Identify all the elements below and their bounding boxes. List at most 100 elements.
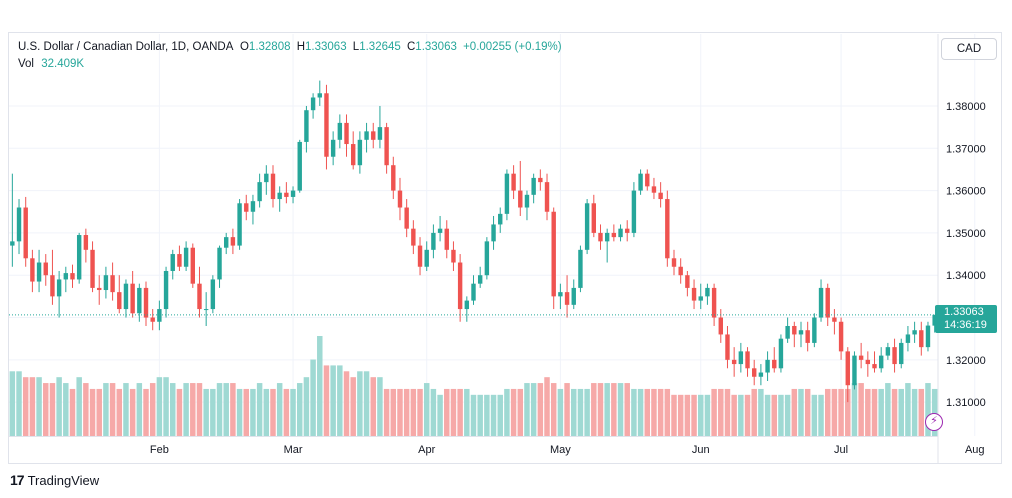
candle-body[interactable] <box>544 182 550 212</box>
candle-body[interactable] <box>76 235 82 280</box>
tradingview-logo[interactable]: 17 TradingView <box>10 472 99 488</box>
candle-body[interactable] <box>357 139 363 166</box>
candle-body[interactable] <box>457 262 463 310</box>
candle-body[interactable] <box>651 186 657 193</box>
candle-body[interactable] <box>257 182 262 202</box>
candle-body[interactable] <box>511 173 516 191</box>
candle-body[interactable] <box>778 338 784 369</box>
candle-body[interactable] <box>437 228 443 233</box>
candle-body[interactable] <box>384 127 389 166</box>
candle-body[interactable] <box>97 287 102 291</box>
candle-body[interactable] <box>237 203 242 246</box>
candle-body[interactable] <box>170 254 175 271</box>
candle-body[interactable] <box>758 372 764 377</box>
candle-body[interactable] <box>705 287 710 297</box>
candle-body[interactable] <box>224 237 229 248</box>
candle-body[interactable] <box>745 351 750 369</box>
candle-body[interactable] <box>150 317 155 322</box>
candle-body[interactable] <box>524 194 530 208</box>
candle-body[interactable] <box>371 131 376 140</box>
candle-body[interactable] <box>772 359 777 369</box>
candle-body[interactable] <box>117 292 122 310</box>
candle-body[interactable] <box>197 283 202 310</box>
candle-body[interactable] <box>90 249 95 288</box>
candle-body[interactable] <box>464 300 470 310</box>
candle-body[interactable] <box>70 273 75 280</box>
candle-body[interactable] <box>638 173 643 191</box>
candle-body[interactable] <box>685 275 690 288</box>
candle-body[interactable] <box>812 317 817 343</box>
candle-body[interactable] <box>183 247 189 267</box>
candle-body[interactable] <box>431 232 436 250</box>
candle-body[interactable] <box>899 342 904 365</box>
candle-body[interactable] <box>531 177 536 195</box>
candle-body[interactable] <box>50 275 55 297</box>
candle-body[interactable] <box>217 247 222 280</box>
candle-body[interactable] <box>444 228 449 250</box>
candle-body[interactable] <box>805 330 810 343</box>
candle-body[interactable] <box>284 192 289 197</box>
candle-body[interactable] <box>825 287 830 318</box>
candle-body[interactable] <box>738 351 744 365</box>
candle-body[interactable] <box>498 213 503 225</box>
replay-icon[interactable]: ⚡ <box>925 413 943 431</box>
candle-body[interactable] <box>538 177 543 183</box>
candle-body[interactable] <box>143 287 149 318</box>
candle-body[interactable] <box>838 321 844 352</box>
candle-body[interactable] <box>56 279 62 297</box>
currency-button[interactable]: CAD <box>941 38 997 60</box>
candle-body[interactable] <box>865 359 871 365</box>
candle-body[interactable] <box>678 266 683 276</box>
candle-body[interactable] <box>885 347 891 356</box>
candle-body[interactable] <box>645 173 650 187</box>
candle-body[interactable] <box>578 249 583 288</box>
candle-body[interactable] <box>818 287 824 318</box>
candle-body[interactable] <box>63 273 69 280</box>
candle-body[interactable] <box>792 325 797 335</box>
candle-body[interactable] <box>404 207 409 229</box>
candle-body[interactable] <box>912 330 917 335</box>
candle-body[interactable] <box>130 283 135 314</box>
candle-body[interactable] <box>103 275 109 291</box>
candle-body[interactable] <box>391 165 396 191</box>
candle-body[interactable] <box>377 127 383 140</box>
candle-body[interactable] <box>518 190 523 208</box>
candle-body[interactable] <box>137 287 142 314</box>
candle-body[interactable] <box>157 309 162 322</box>
candle-body[interactable] <box>491 224 496 242</box>
candle-body[interactable] <box>765 359 770 373</box>
volume-label[interactable]: Vol <box>18 58 34 70</box>
candle-body[interactable] <box>290 190 296 197</box>
candle-body[interactable] <box>618 228 623 238</box>
candle-body[interactable] <box>658 192 663 200</box>
candle-body[interactable] <box>551 211 556 297</box>
candle-body[interactable] <box>244 203 249 212</box>
candle-body[interactable] <box>832 317 837 322</box>
candle-body[interactable] <box>925 325 931 348</box>
candle-body[interactable] <box>190 247 196 284</box>
candle-body[interactable] <box>123 283 129 310</box>
candle-body[interactable] <box>110 275 115 293</box>
candle-body[interactable] <box>364 131 369 140</box>
candle-body[interactable] <box>698 296 703 301</box>
candle-body[interactable] <box>264 173 269 183</box>
candle-body[interactable] <box>671 258 677 267</box>
candle-body[interactable] <box>471 283 476 301</box>
candle-body[interactable] <box>631 190 637 233</box>
symbol-title[interactable]: U.S. Dollar / Canadian Dollar, 1D, OANDA <box>18 41 233 53</box>
candle-body[interactable] <box>310 97 316 111</box>
candle-body[interactable] <box>905 334 911 343</box>
candle-body[interactable] <box>878 355 884 369</box>
candle-body[interactable] <box>872 364 877 369</box>
candle-body[interactable] <box>725 334 730 360</box>
candle-body[interactable] <box>785 325 790 339</box>
candle-body[interactable] <box>83 235 89 250</box>
candle-body[interactable] <box>932 314 937 326</box>
candle-body[interactable] <box>665 199 670 259</box>
candle-body[interactable] <box>591 203 597 233</box>
candle-body[interactable] <box>36 262 42 282</box>
candle-body[interactable] <box>250 201 256 212</box>
candle-body[interactable] <box>30 258 35 282</box>
candle-body[interactable] <box>203 309 209 311</box>
candle-body[interactable] <box>751 368 757 377</box>
